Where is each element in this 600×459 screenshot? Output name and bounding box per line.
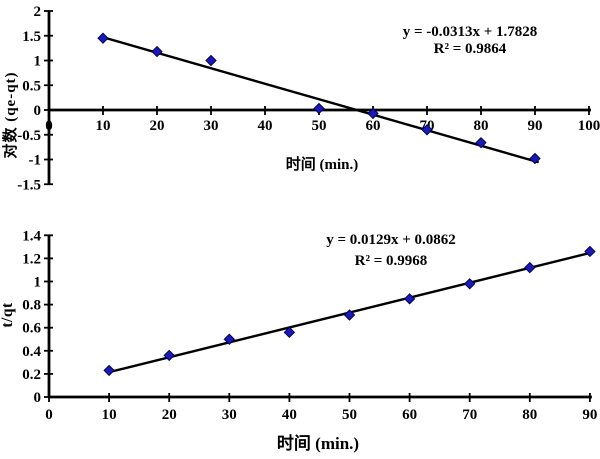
data-point bbox=[163, 349, 175, 362]
x-tick-label: 80 bbox=[474, 118, 489, 134]
y-tick-label: 1 bbox=[34, 54, 42, 70]
y-tick-label: 0 bbox=[34, 390, 42, 406]
y-tick-label: 0.2 bbox=[22, 367, 41, 383]
x-tick-label: 50 bbox=[312, 118, 327, 134]
x-tick-label: 100 bbox=[578, 118, 600, 134]
trendline-equation: y = -0.0313x + 1.7828 bbox=[403, 24, 538, 40]
y-tick-label: 2 bbox=[34, 4, 42, 20]
y-tick-label: 1.4 bbox=[22, 228, 41, 244]
data-point bbox=[103, 364, 115, 377]
y-tick-label: 0.8 bbox=[22, 298, 41, 314]
y-tick-label: -1 bbox=[29, 153, 42, 169]
r-squared-label: R² = 0.9864 bbox=[434, 41, 507, 57]
x-tick-label: 90 bbox=[528, 118, 543, 134]
x-tick-label: 70 bbox=[462, 407, 477, 423]
x-tick-label: 50 bbox=[342, 407, 357, 423]
r-squared-label: R² = 0.9968 bbox=[355, 253, 428, 269]
trendline-equation: y = 0.0129x + 0.0862 bbox=[326, 232, 456, 248]
x-tick-label: 40 bbox=[282, 407, 297, 423]
x-tick-label: 10 bbox=[96, 118, 111, 134]
x-axis-title: 时间 (min.) bbox=[277, 433, 359, 453]
y-tick-label: 0.4 bbox=[22, 344, 41, 360]
data-point bbox=[313, 102, 325, 115]
y-tick-label: -0.5 bbox=[17, 128, 41, 144]
y-tick-label: 1.2 bbox=[22, 251, 41, 267]
x-tick-label: 10 bbox=[102, 407, 117, 423]
x-tick-label: 40 bbox=[258, 118, 273, 134]
x-tick-label: 20 bbox=[150, 118, 165, 134]
y-tick-label: -1.5 bbox=[17, 177, 41, 193]
y-tick-label: 0.5 bbox=[22, 78, 41, 94]
pseudo-second-order-plot: 0 10 20 30 40 50 60 70 80 90 0 0.2 0.4 0.6 0.8 1 1.2 1.4 y… bbox=[0, 228, 597, 453]
data-point bbox=[524, 261, 536, 274]
pseudo-first-order-plot: 010203040506070809010021.510.50-0.5-1-1.… bbox=[1, 4, 600, 193]
x-tick-label: 30 bbox=[222, 407, 237, 423]
y-axis-title: 对数 (qe-qt) bbox=[1, 71, 19, 158]
data-point bbox=[205, 54, 217, 67]
x-tick-label: 90 bbox=[582, 407, 597, 423]
y-tick-label: 1 bbox=[34, 275, 42, 291]
data-point bbox=[283, 326, 296, 339]
x-tick-label: 20 bbox=[162, 407, 177, 423]
x-axis-title: 时间 (min.) bbox=[286, 155, 359, 173]
data-point bbox=[343, 309, 356, 321]
data-point bbox=[223, 333, 236, 345]
data-point bbox=[367, 107, 379, 120]
data-point bbox=[421, 124, 433, 136]
x-tick-label: 0 bbox=[45, 118, 53, 134]
data-point bbox=[475, 136, 487, 149]
x-tick-label: 80 bbox=[522, 407, 537, 423]
data-point bbox=[529, 152, 541, 165]
trendline bbox=[101, 36, 539, 164]
x-tick-label: 0 bbox=[45, 407, 53, 423]
y-axis-title: t/qt bbox=[0, 302, 16, 328]
data-point bbox=[463, 278, 476, 290]
x-tick-label: 30 bbox=[204, 118, 219, 134]
x-tick-label: 60 bbox=[402, 407, 417, 423]
data-point bbox=[151, 45, 163, 58]
data-point bbox=[584, 245, 596, 258]
data-point bbox=[97, 32, 109, 44]
data-point bbox=[403, 293, 416, 305]
y-tick-label: 1.5 bbox=[22, 29, 41, 45]
x-tick-label: 60 bbox=[366, 118, 381, 134]
y-tick-label: 0 bbox=[34, 103, 42, 119]
y-tick-label: 0.6 bbox=[22, 321, 41, 337]
